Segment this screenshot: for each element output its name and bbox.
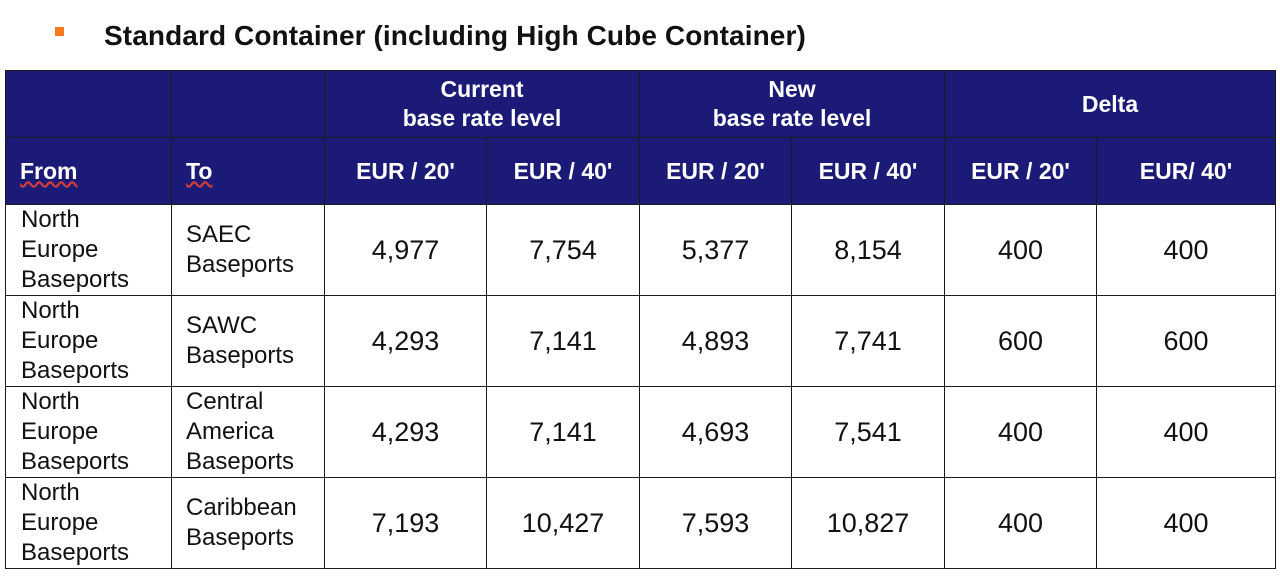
from-line: Europe: [21, 327, 99, 354]
cell-new-20: 5,377: [639, 204, 792, 296]
cell-current-40: 7,141: [486, 386, 640, 478]
cell-delta-40: 600: [1096, 295, 1276, 387]
bullet-square-icon: [55, 26, 64, 36]
column-header-current-40: EUR / 40': [486, 137, 640, 205]
header-current-line2: base rate level: [402, 105, 562, 131]
cell-from: North Europe Baseports: [5, 477, 172, 569]
cell-to: Central America Baseports: [171, 386, 325, 478]
to-line: Baseports: [186, 524, 295, 551]
header-column-row: From To EUR / 20' EUR / 40' EUR / 20' EU…: [5, 137, 1276, 205]
to-line: SAWC: [186, 312, 258, 339]
header-new-line2: base rate level: [712, 105, 872, 131]
column-header-from: From: [5, 137, 172, 205]
column-header-new-40: EUR / 40': [791, 137, 945, 205]
column-header-delta-40: EUR/ 40': [1096, 137, 1276, 205]
to-line: Baseports: [186, 342, 295, 369]
header-current-line1: Current: [440, 76, 524, 102]
table-row: North Europe Baseports SAEC Baseports 4,977…: [5, 204, 1276, 296]
to-line: Central: [186, 388, 264, 415]
header-group-row: Current base rate level New base rate le…: [5, 70, 1276, 138]
cell-current-40: 10,427: [486, 477, 640, 569]
cell-from: North Europe Baseports: [5, 295, 172, 387]
cell-current-20: 7,193: [324, 477, 487, 569]
from-line: Baseports: [21, 539, 130, 566]
cell-delta-20: 400: [944, 204, 1097, 296]
column-header-from-label: From: [20, 157, 78, 184]
cell-delta-40: 400: [1096, 386, 1276, 478]
cell-to: SAEC Baseports: [171, 204, 325, 296]
to-line: America: [186, 418, 275, 445]
cell-new-20: 4,693: [639, 386, 792, 478]
to-line: Baseports: [186, 448, 295, 475]
cell-current-20: 4,293: [324, 295, 487, 387]
table-row: North Europe Baseports SAWC Baseports 4,293…: [5, 295, 1276, 387]
cell-delta-20: 400: [944, 477, 1097, 569]
from-line: Europe: [21, 236, 99, 263]
cell-delta-20: 400: [944, 386, 1097, 478]
cell-new-40: 10,827: [791, 477, 945, 569]
column-header-to-label: To: [186, 157, 213, 184]
cell-new-40: 8,154: [791, 204, 945, 296]
header-empty-cell: [171, 70, 325, 138]
header-empty-cell: [5, 70, 172, 138]
from-line: Baseports: [21, 448, 130, 475]
cell-delta-20: 600: [944, 295, 1097, 387]
from-line: Baseports: [21, 266, 130, 293]
from-line: Baseports: [21, 357, 130, 384]
column-header-delta-20: EUR / 20': [944, 137, 1097, 205]
header-new-group: New base rate level: [639, 70, 945, 138]
column-header-to: To: [171, 137, 325, 205]
from-line: North: [21, 297, 80, 324]
header-new-line1: New: [768, 76, 816, 102]
cell-new-40: 7,741: [791, 295, 945, 387]
cell-from: North Europe Baseports: [5, 204, 172, 296]
heading-text: Standard Container (including High Cube …: [104, 20, 806, 51]
cell-current-40: 7,754: [486, 204, 640, 296]
cell-new-20: 7,593: [639, 477, 792, 569]
section-heading: Standard Container (including High Cube …: [55, 16, 806, 56]
cell-to: Caribbean Baseports: [171, 477, 325, 569]
from-line: North: [21, 206, 80, 233]
cell-delta-40: 400: [1096, 477, 1276, 569]
cell-from: North Europe Baseports: [5, 386, 172, 478]
cell-to: SAWC Baseports: [171, 295, 325, 387]
from-line: North: [21, 388, 80, 415]
cell-current-20: 4,977: [324, 204, 487, 296]
header-delta-group: Delta: [944, 70, 1276, 138]
from-line: North: [21, 479, 80, 506]
table-row: North Europe Baseports Caribbean Baseports …: [5, 477, 1276, 569]
column-header-current-20: EUR / 20': [324, 137, 487, 205]
from-line: Europe: [21, 509, 99, 536]
to-line: Caribbean: [186, 494, 297, 521]
cell-current-40: 7,141: [486, 295, 640, 387]
cell-new-20: 4,893: [639, 295, 792, 387]
cell-current-20: 4,293: [324, 386, 487, 478]
header-current-group: Current base rate level: [324, 70, 640, 138]
table-row: North Europe Baseports Central America Basep…: [5, 386, 1276, 478]
cell-new-40: 7,541: [791, 386, 945, 478]
to-line: Baseports: [186, 251, 295, 278]
header-delta-label: Delta: [1081, 90, 1139, 117]
to-line: SAEC: [186, 221, 252, 248]
from-line: Europe: [21, 418, 99, 445]
column-header-new-20: EUR / 20': [639, 137, 792, 205]
cell-delta-40: 400: [1096, 204, 1276, 296]
rate-table: Current base rate level New base rate le…: [5, 70, 1276, 569]
